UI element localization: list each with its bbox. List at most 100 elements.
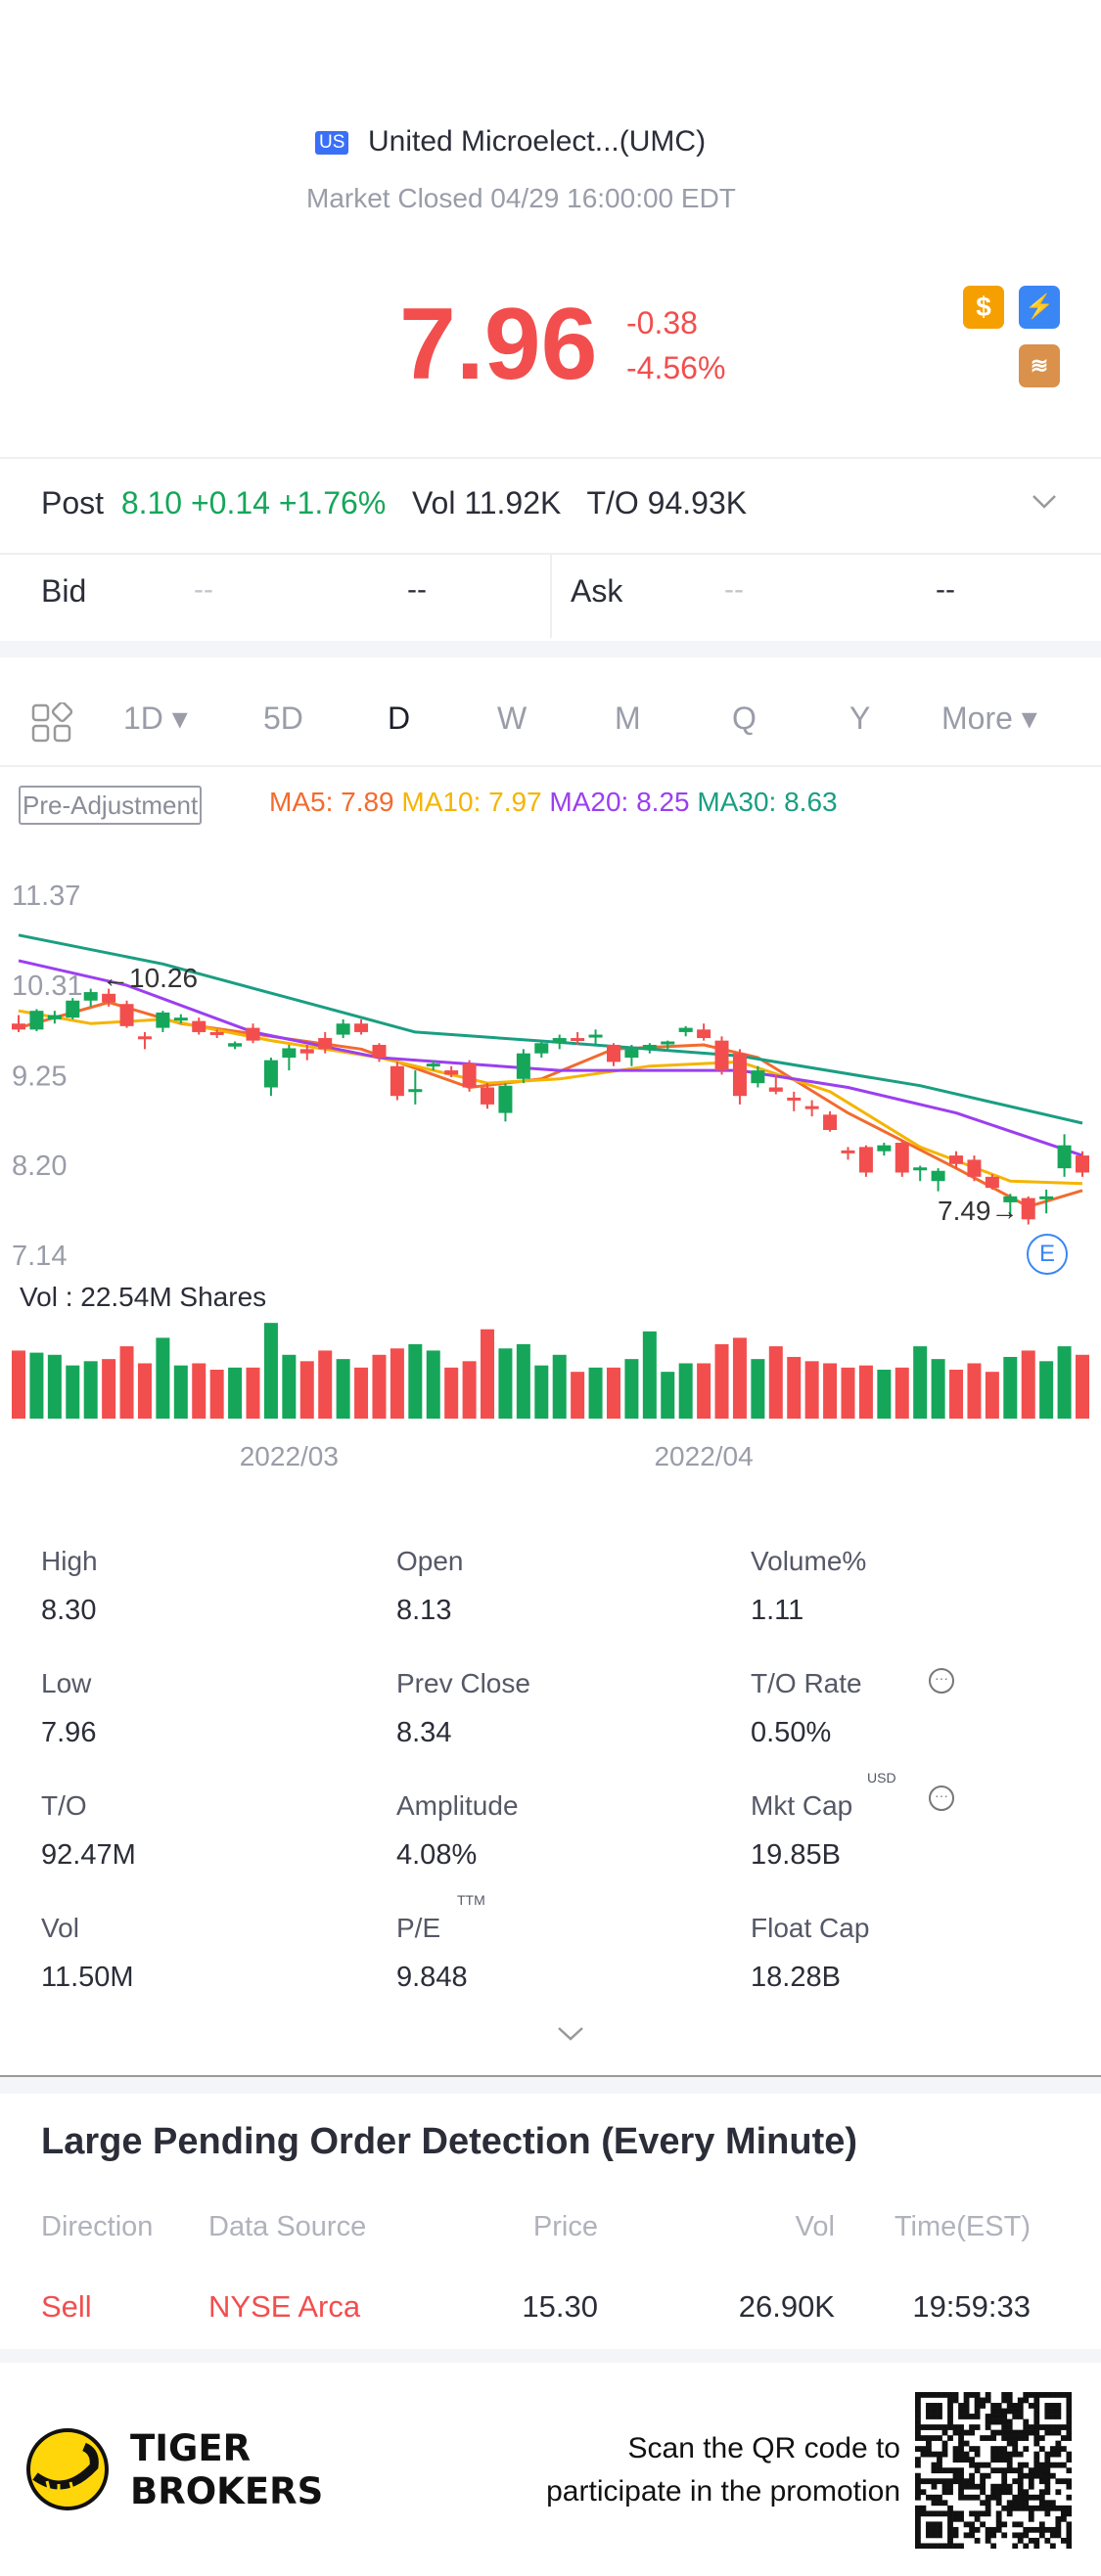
candle-body (571, 1038, 585, 1042)
post-price: 8.10 (120, 485, 183, 520)
qr-module (1023, 2392, 1030, 2398)
candle-body (444, 1070, 459, 1075)
volume-bar (732, 1337, 747, 1419)
qr-module (1006, 2403, 1013, 2409)
qr-module (1017, 2467, 1024, 2474)
candle-body (462, 1063, 477, 1088)
volume-bar (498, 1348, 513, 1419)
qr-module (969, 2414, 975, 2419)
qr-module (947, 2537, 953, 2544)
qr-module (947, 2408, 953, 2415)
candle-body (661, 1041, 675, 1045)
qr-module (1038, 2532, 1045, 2539)
qr-module (1044, 2500, 1051, 2507)
qr-module (969, 2521, 975, 2528)
qr-module (963, 2440, 970, 2447)
qr-module (1028, 2403, 1034, 2409)
volume-bar (29, 1352, 44, 1419)
qr-module (1044, 2483, 1051, 2490)
candle-body (209, 1031, 224, 1035)
qr-module (1028, 2505, 1034, 2511)
qr-module (963, 2532, 970, 2539)
x-tick-label: 2022/03 (240, 1441, 339, 1471)
qr-code[interactable] (915, 2392, 1072, 2549)
chevron-down-icon[interactable] (1032, 494, 1057, 510)
candle-body (823, 1114, 838, 1130)
qr-module (952, 2457, 959, 2463)
qr-module (952, 2510, 959, 2517)
qr-module (947, 2467, 953, 2474)
tab-daily[interactable]: D (388, 700, 411, 736)
to-rate-info-icon[interactable]: ··· (929, 1668, 954, 1694)
qr-module (974, 2494, 981, 2501)
qr-module (1044, 2467, 1051, 2474)
tab-monthly[interactable]: M (615, 700, 641, 736)
qr-module (1044, 2478, 1051, 2485)
qr-module (1006, 2500, 1013, 2507)
chart-layout-grid-icon[interactable] (31, 702, 72, 744)
price-change: -0.38 (626, 305, 698, 340)
candle-body (588, 1034, 603, 1038)
volume-bar (588, 1367, 603, 1419)
candle-body (858, 1147, 873, 1173)
tab-5d[interactable]: 5D (263, 700, 303, 736)
qr-module (1012, 2403, 1019, 2409)
volume-bar (714, 1343, 729, 1419)
qr-module (926, 2392, 932, 2398)
qr-module (969, 2510, 975, 2517)
mkt-cap-info-icon[interactable]: ··· (929, 1785, 954, 1811)
volume-bar (209, 1370, 224, 1419)
qr-module (1033, 2472, 1040, 2479)
qr-module (915, 2414, 921, 2419)
qr-module (915, 2403, 921, 2409)
candlestick-chart[interactable]: 11.37 10.31 9.25 8.20 7.14 2022/03 2022/04 (0, 841, 1101, 1487)
layers-a-icon[interactable]: ≋ (1019, 344, 1060, 387)
qr-module (952, 2446, 959, 2452)
volume-bar (481, 1329, 495, 1419)
tab-weekly[interactable]: W (497, 700, 528, 736)
qr-module (952, 2467, 959, 2474)
qr-module (1001, 2505, 1008, 2511)
qr-module (1049, 2392, 1056, 2398)
volume-bar (823, 1363, 838, 1419)
qr-module (915, 2418, 921, 2425)
earnings-badge[interactable]: E (1027, 1234, 1068, 1275)
volume-bar (661, 1372, 675, 1419)
expand-chevron-icon[interactable] (556, 2025, 585, 2043)
qr-module (1006, 2457, 1013, 2463)
qr-module (995, 2526, 1002, 2533)
qr-module (1006, 2392, 1013, 2398)
qr-module (1055, 2414, 1062, 2419)
volume-bar (841, 1367, 855, 1419)
qr-module (1001, 2467, 1008, 2474)
volume-bar (336, 1359, 350, 1419)
tab-1d[interactable]: 1D ▾ (123, 700, 188, 736)
qr-module (995, 2494, 1002, 2501)
tab-quarterly[interactable]: Q (732, 700, 757, 736)
pre-adjustment-button[interactable]: Pre-Adjustment (19, 786, 203, 825)
tiger-brokers-logo (26, 2428, 109, 2510)
stat-label: Float Cap (751, 1913, 870, 1943)
qr-module (1006, 2397, 1013, 2404)
qr-module (1017, 2500, 1024, 2507)
qr-module (947, 2392, 953, 2398)
qr-module (937, 2532, 942, 2539)
volume-bar (390, 1348, 404, 1419)
qr-module (1006, 2451, 1013, 2458)
stat-value: 8.30 (41, 1595, 97, 1626)
dollar-icon[interactable]: $ (963, 286, 1004, 329)
candle-body (66, 1000, 80, 1018)
lightning-level1-icon[interactable]: ⚡ (1019, 286, 1060, 329)
candle-body (1003, 1196, 1018, 1202)
volume-bar (408, 1343, 423, 1419)
tab-more[interactable]: More ▾ (941, 700, 1037, 736)
tab-yearly[interactable]: Y (849, 700, 871, 736)
volume-bar (571, 1372, 585, 1419)
stock-title[interactable]: United Microelect...(UMC) (368, 125, 707, 158)
qr-module (985, 2526, 991, 2533)
candle-body (119, 1004, 134, 1026)
qr-module (941, 2451, 948, 2458)
qr-module (1049, 2424, 1056, 2430)
order-time: 19:59:33 (912, 2289, 1031, 2324)
qr-module (990, 2526, 997, 2533)
